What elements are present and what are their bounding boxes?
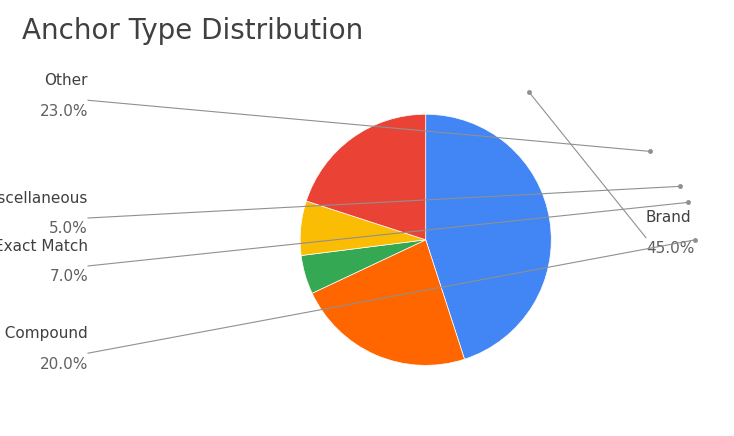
Text: Partial and Compound: Partial and Compound: [0, 326, 88, 341]
Text: 45.0%: 45.0%: [646, 241, 694, 256]
Wedge shape: [306, 114, 426, 240]
Text: 7.0%: 7.0%: [49, 269, 88, 284]
Text: Other: Other: [45, 73, 88, 88]
Wedge shape: [426, 114, 551, 359]
Wedge shape: [312, 240, 465, 365]
Text: Brand: Brand: [646, 211, 691, 225]
Text: 23.0%: 23.0%: [40, 104, 88, 119]
Text: Miscellaneous: Miscellaneous: [0, 191, 88, 206]
Text: Anchor Type Distribution: Anchor Type Distribution: [22, 17, 363, 45]
Wedge shape: [301, 240, 426, 293]
Wedge shape: [300, 201, 426, 255]
Text: 20.0%: 20.0%: [40, 357, 88, 371]
Text: Exact Match: Exact Match: [0, 239, 88, 254]
Text: 5.0%: 5.0%: [49, 221, 88, 236]
